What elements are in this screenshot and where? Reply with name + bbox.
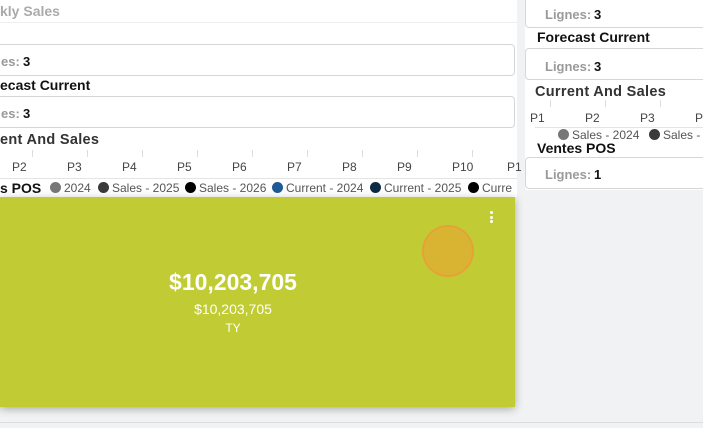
lines-box[interactable]: Lignes: 3 bbox=[525, 48, 703, 80]
axis-tick-label: P2 bbox=[12, 160, 27, 174]
legend-item[interactable]: 2024 bbox=[50, 182, 91, 195]
axis-tick-label: P3 bbox=[67, 160, 82, 174]
axis-tick bbox=[252, 150, 253, 157]
lines-label: es: bbox=[1, 106, 20, 121]
ventes-pos-title: s POS bbox=[0, 180, 42, 196]
kpi-main-value: $10,203,705 bbox=[169, 269, 297, 295]
legend-dot-icon bbox=[272, 182, 283, 193]
axis-tick bbox=[87, 150, 88, 157]
legend-dot-icon bbox=[50, 182, 61, 193]
lines-box[interactable]: Lignes: 1 bbox=[525, 157, 703, 189]
legend-dot-icon bbox=[558, 129, 569, 140]
lines-label: Lignes: bbox=[545, 59, 592, 74]
axis-tick-label: P7 bbox=[287, 160, 302, 174]
lines-label: es: bbox=[1, 54, 20, 69]
axis-tick-label: P4 bbox=[695, 111, 703, 125]
legend-dot-icon bbox=[185, 182, 196, 193]
legend-dot-icon bbox=[468, 182, 479, 193]
legend-item[interactable]: Sales - bbox=[649, 129, 700, 142]
axis-tick bbox=[362, 150, 363, 157]
legend-label: 2024 bbox=[64, 181, 91, 195]
legend-item[interactable]: Sales - 2024 bbox=[558, 129, 639, 142]
legend-dot-icon bbox=[649, 129, 660, 140]
lines-value: 3 bbox=[594, 7, 602, 22]
ventes-pos-title: Ventes POS bbox=[537, 140, 616, 156]
legend-label: Sales - bbox=[663, 128, 701, 142]
axis-tick-label: P5 bbox=[177, 160, 192, 174]
axis-tick bbox=[142, 150, 143, 157]
axis-tick-label: P8 bbox=[342, 160, 357, 174]
axis-line bbox=[0, 178, 517, 179]
divider bbox=[0, 22, 517, 23]
current-and-sales-title: ent And Sales bbox=[0, 132, 100, 148]
legend-label: Sales - 2024 bbox=[572, 128, 640, 142]
kpi-caption: TY bbox=[225, 321, 241, 335]
forecast-current-title: Forecast Current bbox=[537, 29, 650, 45]
axis-tick bbox=[472, 150, 473, 157]
legend-label: Current - 2025 bbox=[384, 181, 462, 195]
lines-label: Lignes: bbox=[545, 167, 592, 182]
kpi-sub-value: $10,203,705 bbox=[194, 301, 272, 317]
lines-value: 3 bbox=[23, 106, 31, 121]
axis-tick-label: P1 bbox=[507, 160, 522, 174]
left-panel: kly Sales es: 3 ecast Current es: 3 ent … bbox=[0, 0, 528, 197]
legend-item[interactable]: Current - 2025 bbox=[370, 182, 461, 195]
right-panel: Lignes: 3 Forecast Current Lignes: 3 Cur… bbox=[525, 0, 703, 190]
axis-tick bbox=[197, 150, 198, 157]
lines-box[interactable]: es: 3 bbox=[0, 96, 515, 128]
lines-label: Lignes: bbox=[545, 7, 592, 22]
lines-value: 3 bbox=[594, 59, 602, 74]
footer-divider bbox=[0, 422, 703, 423]
lines-box[interactable]: Lignes: 3 bbox=[525, 0, 703, 28]
axis-line bbox=[535, 127, 703, 128]
legend-item[interactable]: Curre bbox=[468, 182, 512, 195]
legend-label: Sales - 2025 bbox=[112, 181, 180, 195]
legend-item[interactable]: Current - 2024 bbox=[272, 182, 363, 195]
more-vertical-icon[interactable] bbox=[488, 211, 494, 225]
legend-item[interactable]: Sales - 2026 bbox=[185, 182, 266, 195]
axis-tick bbox=[605, 100, 606, 107]
legend-item[interactable]: Sales - 2025 bbox=[98, 182, 179, 195]
legend-dot-icon bbox=[370, 182, 381, 193]
axis-tick-label: P4 bbox=[122, 160, 137, 174]
lines-value: 3 bbox=[23, 54, 31, 69]
axis-tick-label: P3 bbox=[640, 111, 655, 125]
axis-tick bbox=[550, 100, 551, 107]
kpi-card[interactable]: $10,203,705 $10,203,705 TY bbox=[0, 197, 515, 407]
weekly-sales-title: kly Sales bbox=[0, 3, 60, 19]
legend-label: Sales - 2026 bbox=[199, 181, 267, 195]
axis-tick bbox=[660, 100, 661, 107]
legend-label: Current - 2024 bbox=[286, 181, 364, 195]
axis-tick-label: P10 bbox=[452, 160, 474, 174]
axis-tick-label: P1 bbox=[530, 111, 545, 125]
legend-label: Curre bbox=[482, 181, 513, 195]
axis-tick-label: P2 bbox=[585, 111, 600, 125]
lines-box[interactable]: es: 3 bbox=[0, 44, 515, 76]
axis-tick bbox=[307, 150, 308, 157]
lines-value: 1 bbox=[594, 167, 602, 182]
cursor-indicator bbox=[422, 225, 474, 277]
axis-tick bbox=[32, 150, 33, 157]
current-and-sales-title: Current And Sales bbox=[535, 84, 667, 100]
axis-tick-label: P6 bbox=[232, 160, 247, 174]
forecast-current-title: ecast Current bbox=[0, 77, 91, 93]
axis-tick-label: P9 bbox=[397, 160, 412, 174]
axis-tick bbox=[417, 150, 418, 157]
legend-dot-icon bbox=[98, 182, 109, 193]
